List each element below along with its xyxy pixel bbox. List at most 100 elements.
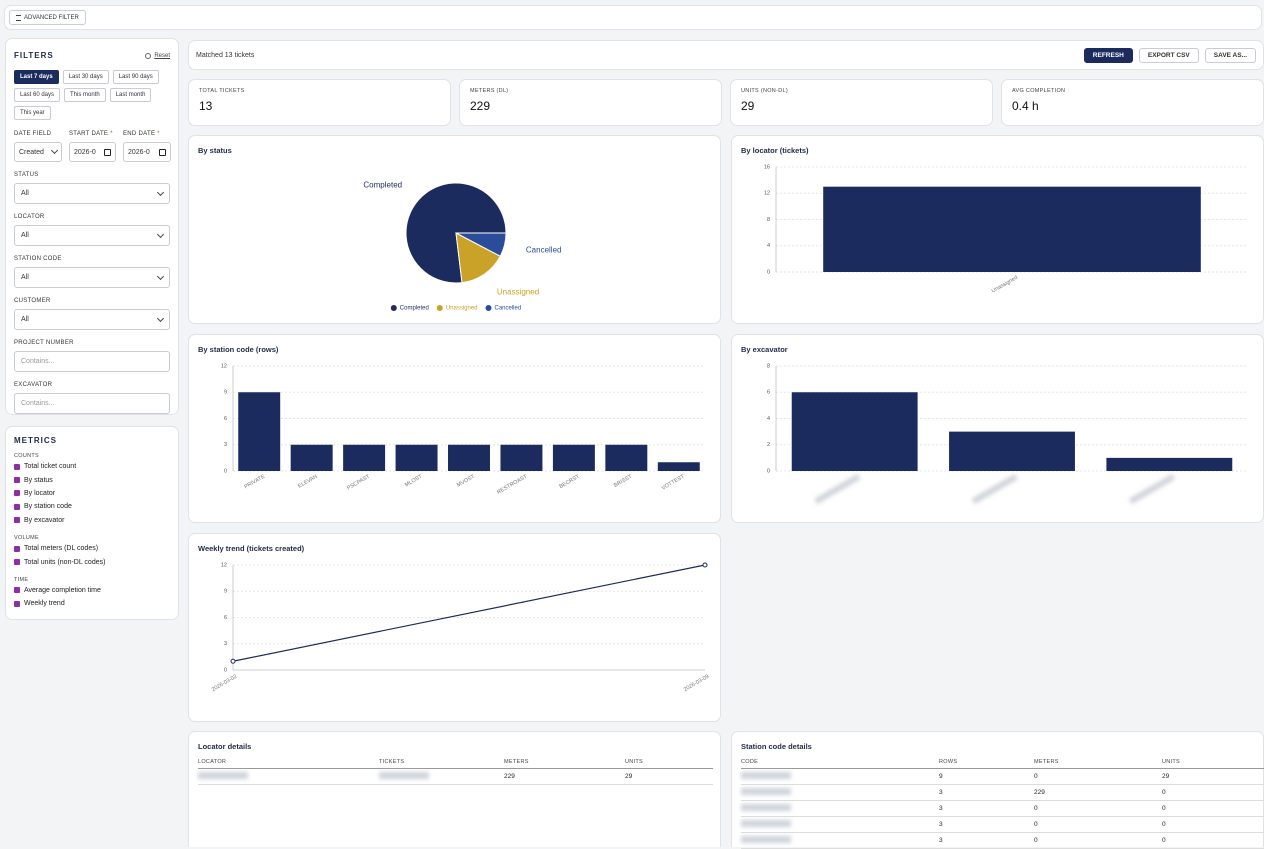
- reset-link[interactable]: Reset: [145, 52, 170, 59]
- metric-option-text[interactable]: By locator: [24, 489, 56, 497]
- x-tick-label: BECRST: [558, 473, 581, 490]
- control-value[interactable]: Created: [19, 148, 44, 156]
- metric-option[interactable]: Total units (non-DL codes): [14, 555, 170, 568]
- metric-option[interactable]: By station code: [14, 500, 170, 513]
- reset-text[interactable]: Reset: [154, 52, 170, 59]
- advanced-filter-text[interactable]: ADVANCED FILTER: [24, 14, 79, 21]
- select-control[interactable]: All: [14, 309, 170, 330]
- x-tick-label: RESTROAST: [496, 473, 529, 495]
- checkbox[interactable]: [14, 517, 20, 524]
- metric-option-text[interactable]: Total ticket count: [24, 463, 77, 471]
- select-control[interactable]: All: [14, 225, 170, 246]
- select-value[interactable]: All: [21, 274, 29, 281]
- metric-option-text[interactable]: By station code: [24, 503, 72, 511]
- chevron: [156, 272, 165, 280]
- preset-button[interactable]: Last 7 days: [14, 70, 59, 84]
- field-label: START DATE *: [69, 130, 116, 138]
- table-cell: 3: [939, 816, 1034, 833]
- select-control[interactable]: All: [14, 267, 170, 288]
- date-input[interactable]: 2026-0: [123, 142, 171, 162]
- card-label: METERS (DL): [470, 88, 509, 94]
- redacted-cell: [741, 832, 939, 849]
- advanced-filter-button[interactable]: ADVANCED FILTER: [9, 10, 86, 25]
- field-label: DATE FIELD: [14, 130, 62, 138]
- card-value: 0.4 h: [1012, 99, 1039, 113]
- preset-button[interactable]: This year: [14, 106, 51, 120]
- column-header: LOCATOR: [198, 756, 379, 769]
- date-field-select[interactable]: Created: [14, 142, 62, 162]
- text-input[interactable]: Contains...: [14, 351, 170, 372]
- checkbox[interactable]: [14, 587, 20, 594]
- text-input[interactable]: Contains...: [14, 393, 170, 414]
- metric-option[interactable]: By excavator: [14, 514, 170, 527]
- metric-option-text[interactable]: Weekly trend: [24, 600, 65, 608]
- metric-group-label: TIME: [14, 576, 29, 583]
- redacted-text: [198, 772, 248, 779]
- table-cell: 3: [939, 800, 1034, 817]
- bar: [552, 444, 595, 471]
- control-value[interactable]: 2026-0: [74, 148, 96, 156]
- preset-button[interactable]: Last 60 days: [14, 88, 61, 102]
- table-cell: 0: [1162, 832, 1264, 849]
- action-button[interactable]: REFRESH: [1083, 47, 1133, 63]
- date-input[interactable]: 2026-0: [69, 142, 116, 162]
- action-button[interactable]: EXPORT CSV: [1138, 47, 1199, 63]
- pie-slice: [455, 232, 507, 257]
- table-cell: 0: [1034, 768, 1162, 785]
- preset-button[interactable]: This month: [64, 88, 106, 102]
- bar: [448, 444, 490, 471]
- header-row: LOCATOR TICKETS METERS UNITS: [198, 756, 713, 769]
- metric-option[interactable]: Total meters (DL codes): [14, 542, 170, 555]
- select-value[interactable]: All: [21, 232, 29, 239]
- y-tick-label: 9: [224, 390, 227, 396]
- column-header: TICKETS: [379, 756, 504, 769]
- select-control[interactable]: All: [14, 183, 170, 204]
- checkbox[interactable]: [14, 559, 20, 566]
- checkbox[interactable]: [14, 503, 20, 510]
- select-value[interactable]: All: [21, 190, 29, 197]
- metric-option[interactable]: Weekly trend: [14, 597, 170, 610]
- checkbox[interactable]: [14, 545, 20, 552]
- redacted-cell: [741, 800, 939, 817]
- metric-group-label: VOLUME: [14, 534, 40, 541]
- select-value[interactable]: All: [21, 316, 29, 323]
- trend-point: [702, 562, 708, 568]
- metric-option-text[interactable]: Total meters (DL codes): [24, 545, 99, 553]
- slice-label: Cancelled: [526, 245, 562, 254]
- chart-panel: By status Completed Unassigned Cancelled Com…: [188, 135, 721, 324]
- checkbox[interactable]: [14, 600, 20, 607]
- y-tick-label: 0: [767, 269, 770, 275]
- action-button[interactable]: SAVE AS...: [1204, 47, 1256, 63]
- x-tick-label: 2026-03-09: [683, 674, 710, 693]
- y-tick-label: 0: [767, 468, 770, 474]
- metric-option[interactable]: By status: [14, 473, 170, 486]
- checkbox[interactable]: [14, 463, 20, 470]
- placeholder[interactable]: Contains...: [21, 400, 55, 407]
- card-value: 229: [470, 99, 491, 113]
- chart-panel: By locator (tickets) 0 4 8 12 16 Unassigned: [731, 135, 1264, 324]
- field-label: LOCATOR: [14, 214, 45, 220]
- metric-option-text[interactable]: Total units (non-DL codes): [24, 558, 106, 566]
- metric-option[interactable]: Average completion time: [14, 584, 170, 597]
- metric-option-text[interactable]: By excavator: [24, 516, 65, 524]
- metric-option[interactable]: By locator: [14, 487, 170, 500]
- control-value[interactable]: 2026-0: [128, 148, 150, 156]
- results-header: Matched 13 tickets REFRESH EXPORT CSV SAVE …: [188, 40, 1264, 70]
- preset-button[interactable]: Last month: [109, 88, 152, 102]
- x-tick-label: VOTTEST: [661, 473, 687, 491]
- metric-option-text[interactable]: By status: [24, 476, 53, 484]
- preset-button[interactable]: Last 30 days: [62, 70, 109, 84]
- table-cell: 0: [1034, 832, 1162, 849]
- preset-button[interactable]: Last 90 days: [112, 70, 159, 84]
- checkbox[interactable]: [14, 477, 20, 484]
- table-cell: 229: [504, 768, 625, 785]
- required-mark: *: [110, 131, 113, 137]
- data-table: CODE ROWS METERS UNITS 9 0 29 3 229 0 3 0 0 3 0 0 3 0 0: [741, 756, 1264, 849]
- bar: [823, 186, 1201, 272]
- metric-option-text[interactable]: Average completion time: [24, 586, 101, 594]
- summary-card: TOTAL TICKETS 13: [188, 79, 451, 126]
- placeholder[interactable]: Contains...: [21, 358, 55, 365]
- checkbox[interactable]: [14, 490, 20, 497]
- metric-option[interactable]: Total ticket count: [14, 460, 170, 473]
